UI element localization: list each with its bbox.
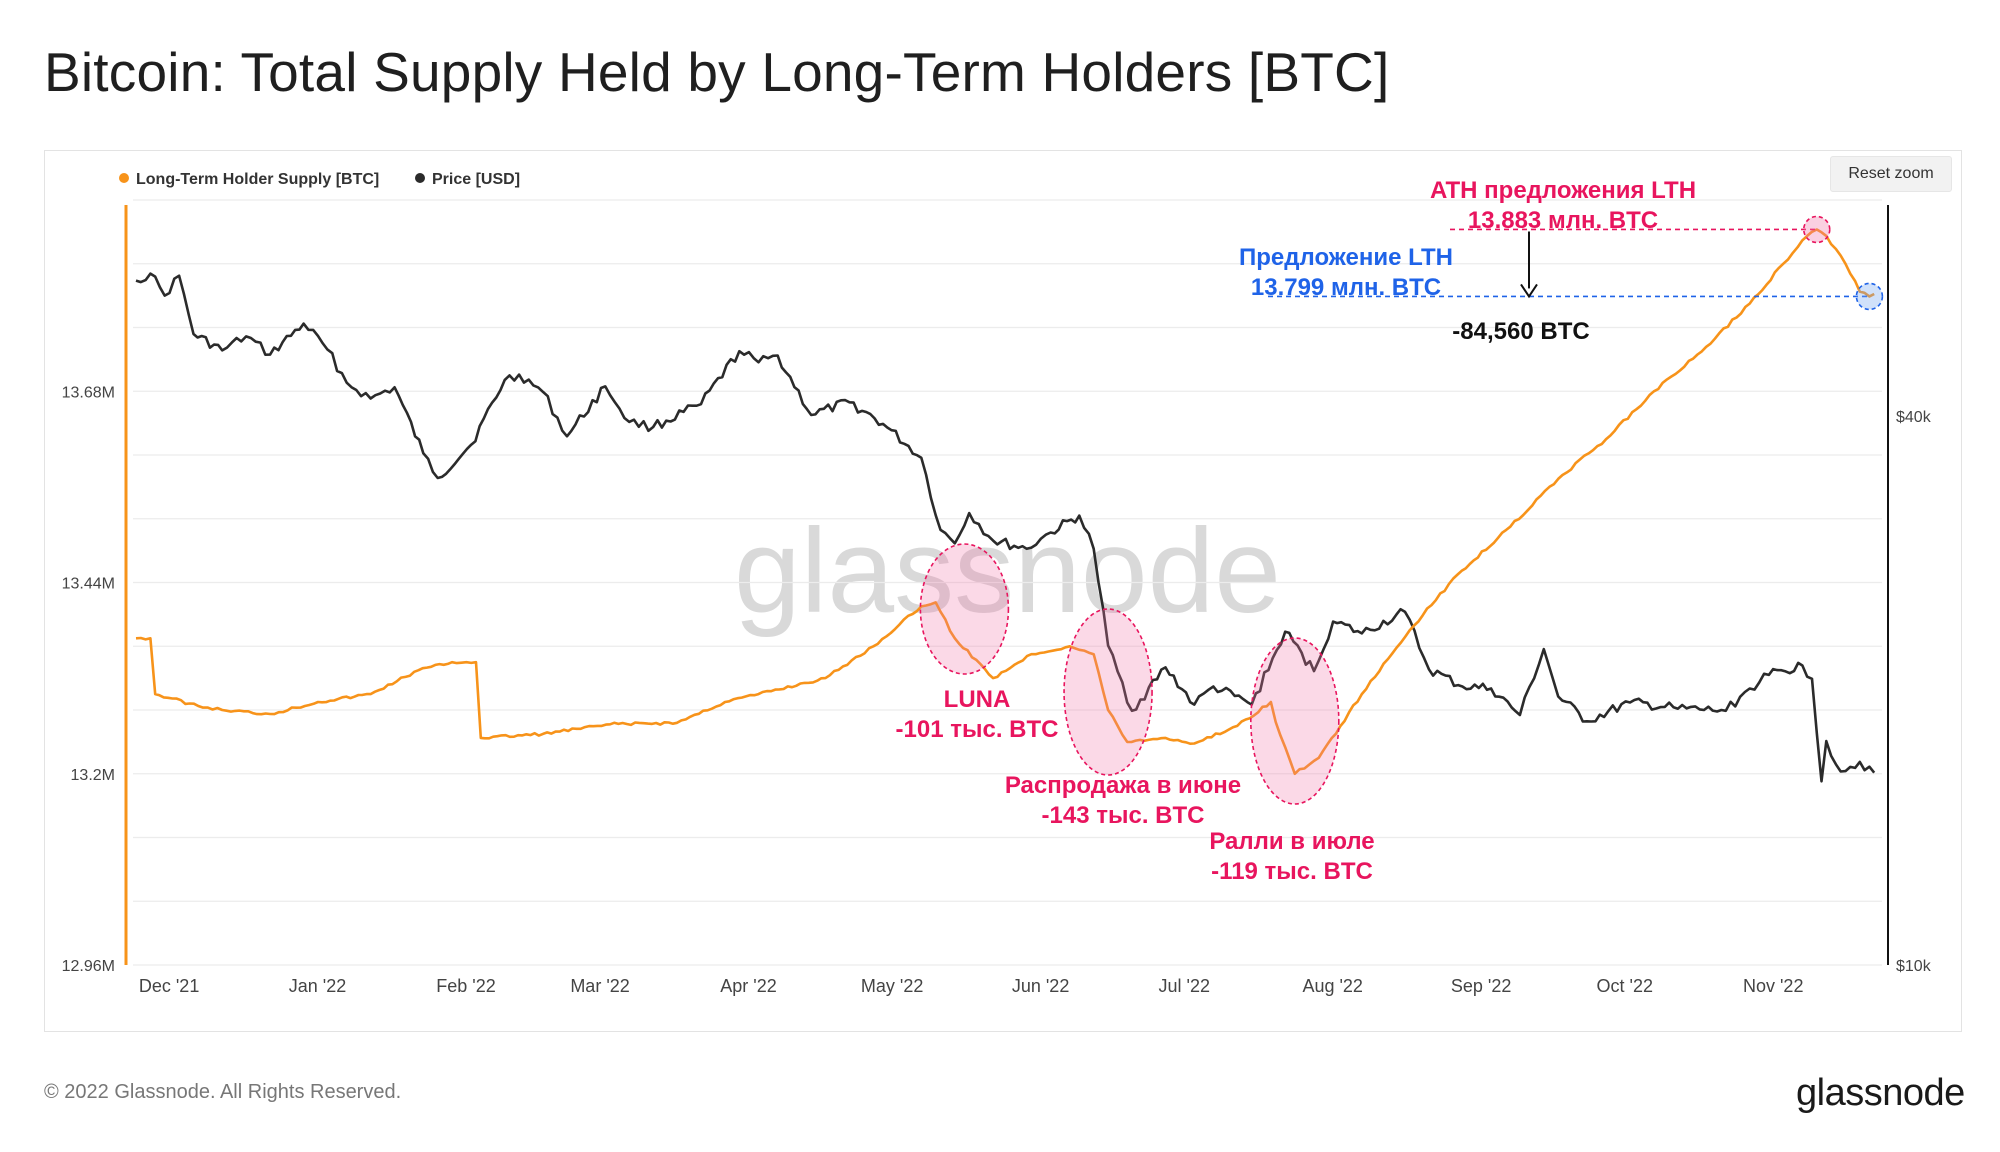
- x-tick-label: Apr '22: [720, 976, 776, 996]
- ath-annotation-text: 13.883 млн. BTC: [1468, 207, 1658, 234]
- legend-item[interactable]: Long-Term Holder Supply [BTC]: [136, 171, 379, 188]
- x-tick-label: Aug '22: [1302, 976, 1363, 996]
- ath-marker-circle: [1802, 215, 1831, 244]
- y-left-tick-label: 13.2M: [71, 767, 115, 784]
- luna-highlight-ellipse: [919, 543, 1010, 675]
- x-tick-label: Oct '22: [1597, 976, 1653, 996]
- x-tick-label: Jan '22: [289, 976, 346, 996]
- delta-annotation-text: -84,560 BTC: [1452, 318, 1589, 345]
- lth-supply-line: [135, 228, 1875, 776]
- luna-annotation-text: -101 тыс. BTC: [896, 716, 1059, 743]
- reset-zoom-button[interactable]: Reset zoom: [1830, 156, 1952, 192]
- copyright-text: © 2022 Glassnode. All Rights Reserved.: [44, 1081, 402, 1103]
- x-tick-label: Jun '22: [1012, 976, 1069, 996]
- y-left-tick-label: 13.68M: [62, 384, 115, 401]
- y-left-tick-label: 13.44M: [62, 576, 115, 593]
- current-marker-circle: [1855, 282, 1884, 311]
- x-tick-label: Feb '22: [436, 976, 495, 996]
- july-annotation-text: Ралли в июле: [1209, 828, 1374, 855]
- y-right-tick-label: $10k: [1896, 958, 1932, 975]
- delta-arrow-head: [1520, 283, 1538, 299]
- july-highlight-ellipse: [1250, 637, 1340, 805]
- chart-frame: [44, 150, 1962, 1032]
- x-tick-label: Nov '22: [1743, 976, 1803, 996]
- page-title: Bitcoin: Total Supply Held by Long-Term …: [44, 41, 1390, 103]
- x-tick-label: Mar '22: [570, 976, 629, 996]
- y-right-tick-label: $40k: [1896, 409, 1932, 426]
- june-highlight-ellipse: [1063, 608, 1153, 776]
- x-tick-label: Sep '22: [1451, 976, 1512, 996]
- legend-marker[interactable]: [415, 173, 425, 183]
- current-annotation-text: 13.799 млн. BTC: [1251, 274, 1441, 301]
- luna-annotation-text: LUNA: [944, 686, 1011, 713]
- y-left-tick-label: 12.96M: [62, 958, 115, 975]
- footer-logo: glassnode: [1796, 1072, 1965, 1114]
- june-annotation-text: -143 тыс. BTC: [1042, 802, 1205, 829]
- x-tick-label: May '22: [861, 976, 923, 996]
- price-line: [135, 272, 1876, 783]
- ath-annotation-text: ATH предложения LTH: [1430, 177, 1696, 204]
- current-annotation-text: Предложение LTH: [1239, 244, 1453, 271]
- legend-marker[interactable]: [119, 173, 129, 183]
- june-annotation-text: Распродажа в июне: [1005, 772, 1241, 799]
- july-annotation-text: -119 тыс. BTC: [1211, 858, 1373, 885]
- legend-item[interactable]: Price [USD]: [432, 171, 520, 188]
- x-tick-label: Jul '22: [1159, 976, 1210, 996]
- watermark-text: glassnode: [734, 504, 1281, 638]
- x-tick-label: Dec '21: [139, 976, 199, 996]
